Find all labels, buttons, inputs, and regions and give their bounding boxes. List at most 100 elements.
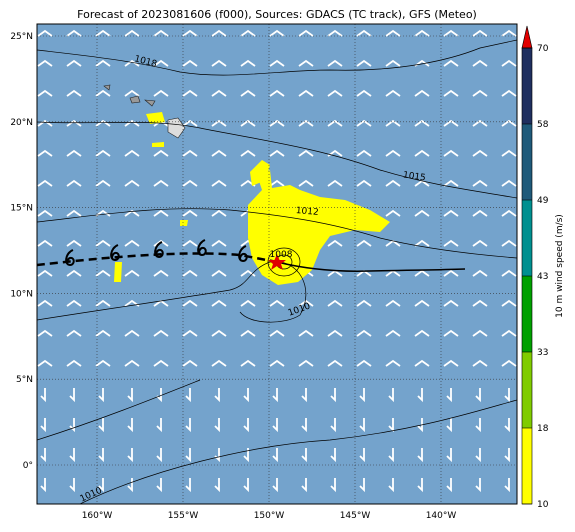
wind-barb [385,209,401,217]
wind-barb [185,388,191,403]
wind-barb [269,89,285,97]
wind-barb [37,59,53,67]
isobar [37,261,307,323]
wind-barb [472,149,488,157]
lat-label: 5°N [16,375,33,385]
wind-barb [182,119,198,127]
wind-barb [385,29,401,37]
wind-barb [37,299,53,307]
wind-barb [182,179,198,187]
wind-barb [414,299,430,307]
wind-barb [414,29,430,37]
colorbar-tick-label: 43 [537,272,548,282]
wind-barb [240,329,256,337]
wind-barb [472,209,488,217]
wind-barb [66,299,82,307]
lon-label: 155°W [168,511,199,521]
wind-barb [417,388,423,403]
wind-barb [356,239,372,247]
wind-area [114,262,122,282]
wind-barb [298,59,314,67]
wind-barb [298,29,314,37]
wind-barb [185,448,191,463]
colorbar-segment [522,352,532,428]
tc-symbol [238,245,248,263]
colorbar-tick-label: 58 [537,120,549,130]
wind-barb [211,179,227,187]
wind-barb [98,448,104,463]
wind-barb [301,478,307,493]
colorbar-tick-label: 18 [537,424,549,434]
wind-barb [443,209,459,217]
wind-barb [298,119,314,127]
wind-barb [472,59,488,67]
wind-barb [443,359,459,367]
wind-barb [243,418,249,433]
wind-barb [66,209,82,217]
wind-barb [327,179,343,187]
wind-barb [95,269,111,277]
wind-barb [330,448,336,463]
wind-barb [40,448,46,463]
wind-barb [472,239,488,247]
wind-barb [211,59,227,67]
wind-barb [385,89,401,97]
wind-barb [414,239,430,247]
wind-barb [414,59,430,67]
isobar [37,121,517,199]
wind-barb [153,269,169,277]
wind-barb [153,29,169,37]
wind-barb [301,418,307,433]
wind-barb [40,418,46,433]
wind-barb [269,59,285,67]
wind-barb [501,179,517,187]
wind-barb [156,388,162,403]
wind-barb [95,299,111,307]
wind-barb [443,149,459,157]
wind-barb [37,179,53,187]
wind-barb [269,299,285,307]
wind-barb [95,59,111,67]
wind-barb [211,29,227,37]
wind-barb [124,89,140,97]
wind-barb [124,149,140,157]
wind-barb [211,359,227,367]
wind-barb [298,179,314,187]
wind-barb [356,329,372,337]
wind-barb [501,59,517,67]
wind-barb [156,478,162,493]
wind-barb [182,359,198,367]
wind-barb [153,359,169,367]
wind-barb [40,478,46,493]
wind-barb [330,478,336,493]
wind-barb [211,209,227,217]
wind-barb [124,269,140,277]
lat-label: 10°N [10,289,33,299]
wind-barb [388,388,394,403]
wind-barb [472,29,488,37]
wind-barb [214,478,220,493]
wind-barb [446,418,452,433]
lon-label: 150°W [254,511,285,521]
wind-barb [127,448,133,463]
wind-barb [269,179,285,187]
wind-barb [504,448,510,463]
wind-barb [356,119,372,127]
wind-barb [501,359,517,367]
wind-barb [182,329,198,337]
wind-barb [414,89,430,97]
colorbar: 10 18 33 43 49 58 70 10 m wind speed (m/s) [521,25,565,510]
wind-barb [475,478,481,493]
wind-barb [272,478,278,493]
wind-barb [356,179,372,187]
wind-barb [182,59,198,67]
wind-barb [153,239,169,247]
wind-barb [385,119,401,127]
wind-barb [182,209,198,217]
wind-barb [501,149,517,157]
island [103,84,156,107]
wind-barb [414,209,430,217]
wind-barb [501,29,517,37]
wind-barb [443,299,459,307]
